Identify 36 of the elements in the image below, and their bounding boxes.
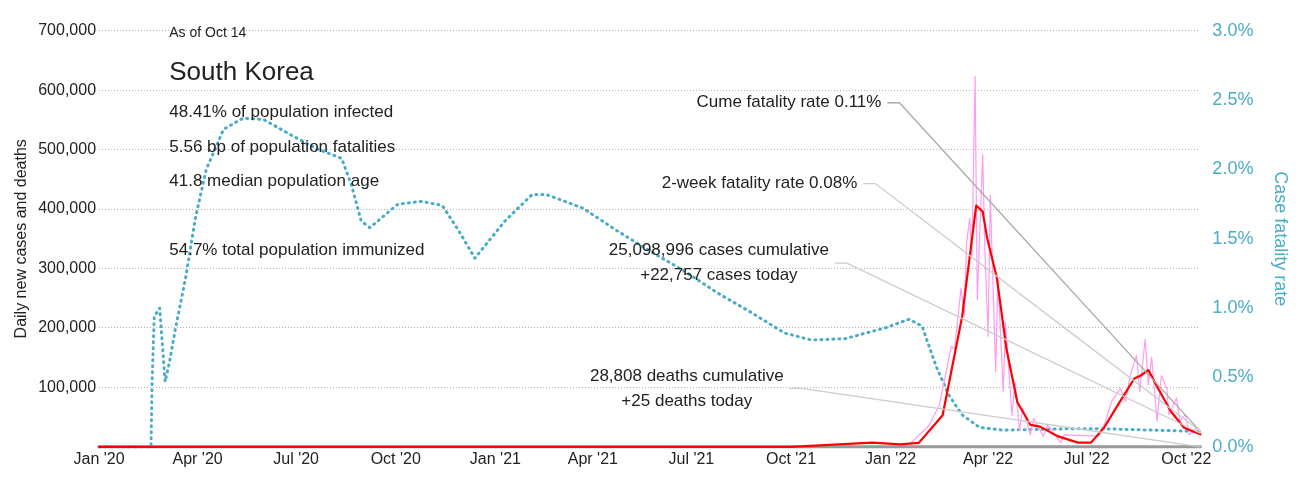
y-tick-label: 700,000 [38, 21, 97, 39]
y2-axis-title: Case fatality rate [1271, 171, 1292, 307]
y-tick-label: 400,000 [38, 199, 97, 217]
x-tick-label: Apr '21 [567, 449, 619, 467]
x-tick-label: Jul '21 [668, 449, 715, 467]
annotation: 48.41% of population infected [169, 102, 394, 122]
x-tick-label: Apr '20 [172, 449, 223, 467]
x-tick-label: Jan '21 [469, 449, 522, 467]
y2-tick-label: 2.0% [1212, 158, 1254, 179]
annotation: 41.8 median population age [169, 171, 380, 191]
annotation: Cume fatality rate 0.11% [696, 92, 882, 112]
y2-tick-label: 0.5% [1212, 366, 1254, 387]
y2-tick-label: 0.0% [1212, 435, 1254, 456]
y-tick-label: 100,000 [38, 377, 97, 395]
annotation: 28,808 deaths cumulative +25 deaths today [589, 365, 784, 410]
text: South Korea [169, 56, 315, 87]
y-tick-label: 200,000 [38, 318, 97, 336]
y2-tick-label: 1.5% [1212, 227, 1254, 248]
chart-subtitle: As of Oct 14 [169, 23, 247, 40]
x-tick-label: Jan '20 [73, 449, 125, 467]
x-tick-label: Apr '22 [963, 449, 1014, 467]
y2-tick-label: 2.5% [1212, 89, 1254, 110]
y2-tick-label: 1.0% [1212, 297, 1254, 318]
y2-tick-label: 3.0% [1212, 19, 1254, 40]
y-tick-label: 300,000 [38, 258, 97, 276]
x-tick-label: Jul '22 [1063, 449, 1110, 467]
x-tick-label: Oct '21 [765, 449, 817, 467]
y-tick-label: 500,000 [38, 140, 97, 158]
x-tick-label: Oct '22 [1161, 449, 1212, 467]
annotation: 2-week fatality rate 0.08% [661, 173, 858, 193]
y-tick-label: 600,000 [38, 80, 97, 98]
x-tick-label: Jul '20 [273, 449, 320, 467]
x-tick-label: Jan '22 [865, 449, 917, 467]
annotation: 54.7% total population immunized [169, 240, 425, 260]
x-tick-label: Oct '20 [370, 449, 421, 467]
y-axis-title: Daily new cases and deaths [12, 139, 30, 339]
